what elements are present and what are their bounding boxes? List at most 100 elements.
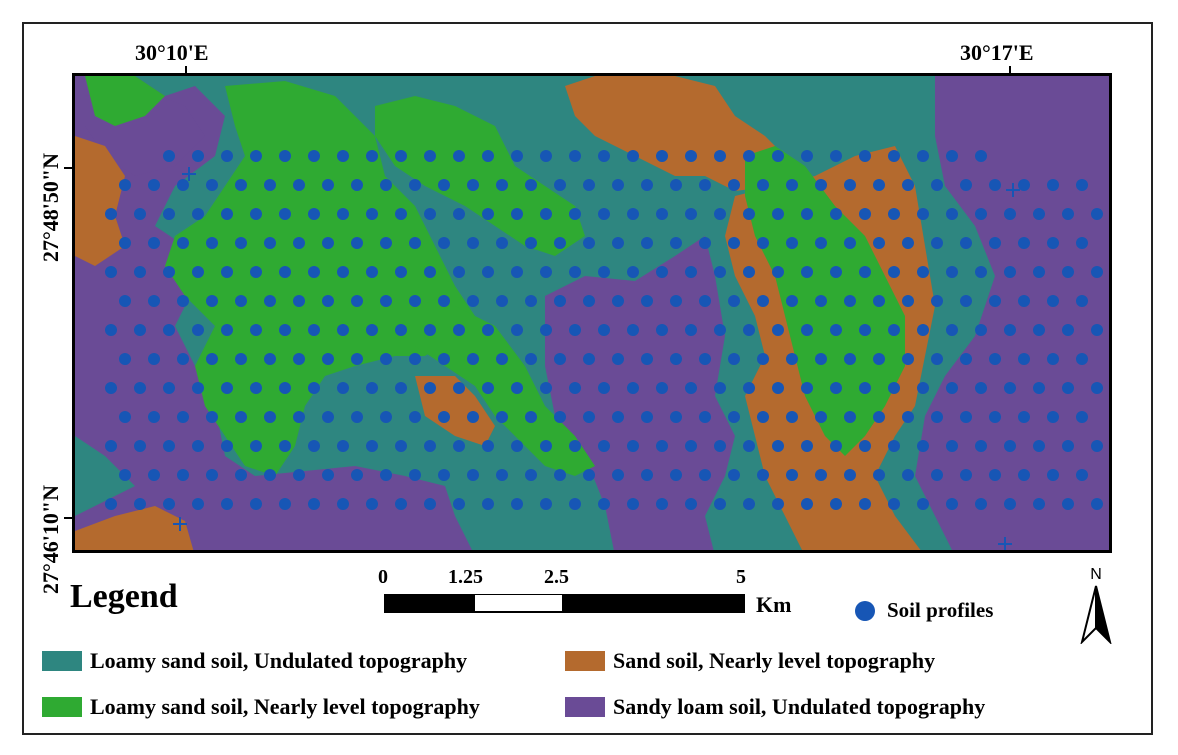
soil-profile-point: [757, 353, 769, 365]
soil-profile-point: [1018, 237, 1030, 249]
legend-item-sandy-loam-undulated: Sandy loam soil, Undulated topography: [565, 694, 985, 720]
soil-profile-point: [975, 324, 987, 336]
soil-profile-point: [583, 353, 595, 365]
legend-swatch: [565, 651, 605, 671]
soil-profile-point: [598, 266, 610, 278]
soil-profile-point: [917, 208, 929, 220]
soil-profile-point: [656, 440, 668, 452]
soil-profile-point: [1062, 498, 1074, 510]
soil-profile-point: [569, 266, 581, 278]
soil-profile-point: [119, 353, 131, 365]
soil-profile-point: [250, 382, 262, 394]
soil-profile-point: [699, 353, 711, 365]
soil-profile-point: [511, 266, 523, 278]
soil-profile-point: [1004, 208, 1016, 220]
soil-profile-point: [177, 353, 189, 365]
soil-profile-point: [525, 353, 537, 365]
soil-profile-point: [801, 382, 813, 394]
soil-profile-point: [917, 440, 929, 452]
soil-profile-point: [105, 440, 117, 452]
loamy-sand-green-northwest: [85, 76, 165, 126]
soil-profile-point: [743, 498, 755, 510]
soil-profile-point: [134, 440, 146, 452]
soil-profile-point: [351, 411, 363, 423]
soil-profile-point: [554, 237, 566, 249]
soil-profile-point: [583, 411, 595, 423]
soil-profile-point: [192, 208, 204, 220]
soil-profile-point: [1004, 324, 1016, 336]
soil-profile-point: [598, 324, 610, 336]
soil-profile-point: [322, 237, 334, 249]
soil-profile-point: [946, 382, 958, 394]
survey-markers: [173, 167, 1020, 550]
legend-title: Legend: [70, 578, 178, 615]
soil-profile-point: [337, 324, 349, 336]
soil-profile-point: [525, 237, 537, 249]
soil-profile-point: [395, 498, 407, 510]
soil-profile-point: [308, 150, 320, 162]
sand-soil-southwest: [75, 506, 194, 550]
soil-profile-point: [728, 469, 740, 481]
soil-profile-point: [206, 295, 218, 307]
soil-profile-point: [598, 150, 610, 162]
soil-profile-point: [873, 237, 885, 249]
soil-profile-point: [540, 498, 552, 510]
soil-profile-point: [250, 324, 262, 336]
soil-profile-point: [351, 295, 363, 307]
soil-profile-point: [279, 440, 291, 452]
soil-profile-point: [888, 382, 900, 394]
soil-profile-point: [946, 324, 958, 336]
soil-profile-point: [569, 324, 581, 336]
soil-profile-point: [453, 440, 465, 452]
soil-profile-point: [438, 295, 450, 307]
soil-profile-point: [786, 295, 798, 307]
soil-profile-point: [496, 179, 508, 191]
soil-profile-point: [975, 266, 987, 278]
soil-profile-point: [772, 150, 784, 162]
soil-profile-point: [627, 324, 639, 336]
soil-profile-point: [1076, 411, 1088, 423]
soil-profile-point: [685, 266, 697, 278]
soil-profile-point: [931, 179, 943, 191]
soil-profile-point: [540, 440, 552, 452]
soil-profile-point: [844, 179, 856, 191]
soil-profile-point: [960, 411, 972, 423]
soil-profile-point: [859, 208, 871, 220]
soil-profile-point: [656, 324, 668, 336]
soil-profile-point: [931, 411, 943, 423]
soil-profile-point: [873, 295, 885, 307]
soil-profile-point: [525, 179, 537, 191]
soil-profile-point: [235, 469, 247, 481]
soil-profile-point: [235, 237, 247, 249]
soil-profile-point: [264, 179, 276, 191]
soil-profile-point: [656, 382, 668, 394]
soil-profile-point: [656, 498, 668, 510]
soil-profile-point: [627, 266, 639, 278]
soil-profile-point: [235, 411, 247, 423]
soil-profile-point: [1047, 353, 1059, 365]
soil-profile-point: [830, 382, 842, 394]
soil-profile-point: [177, 237, 189, 249]
soil-profile-point: [308, 382, 320, 394]
soil-profile-point: [801, 498, 813, 510]
soil-profile-point: [438, 469, 450, 481]
soil-profile-point: [873, 353, 885, 365]
soil-profile-point: [656, 266, 668, 278]
soil-map: [72, 73, 1112, 553]
soil-profile-point: [859, 266, 871, 278]
soil-profile-point: [322, 179, 334, 191]
soil-profile-point: [221, 382, 233, 394]
soil-profile-point: [888, 208, 900, 220]
soil-profile-point: [583, 295, 595, 307]
profile-dot-icon: [855, 600, 875, 621]
soil-profile-point: [337, 498, 349, 510]
soil-profile-point: [714, 382, 726, 394]
soil-profile-point: [1091, 208, 1103, 220]
soil-profile-point: [424, 150, 436, 162]
soil-profile-point: [148, 237, 160, 249]
legend-item-label: Sandy loam soil, Undulated topography: [613, 694, 986, 719]
soil-profile-point: [163, 382, 175, 394]
soil-profile-point: [583, 237, 595, 249]
soil-profile-point: [221, 208, 233, 220]
soil-profile-point: [1047, 179, 1059, 191]
